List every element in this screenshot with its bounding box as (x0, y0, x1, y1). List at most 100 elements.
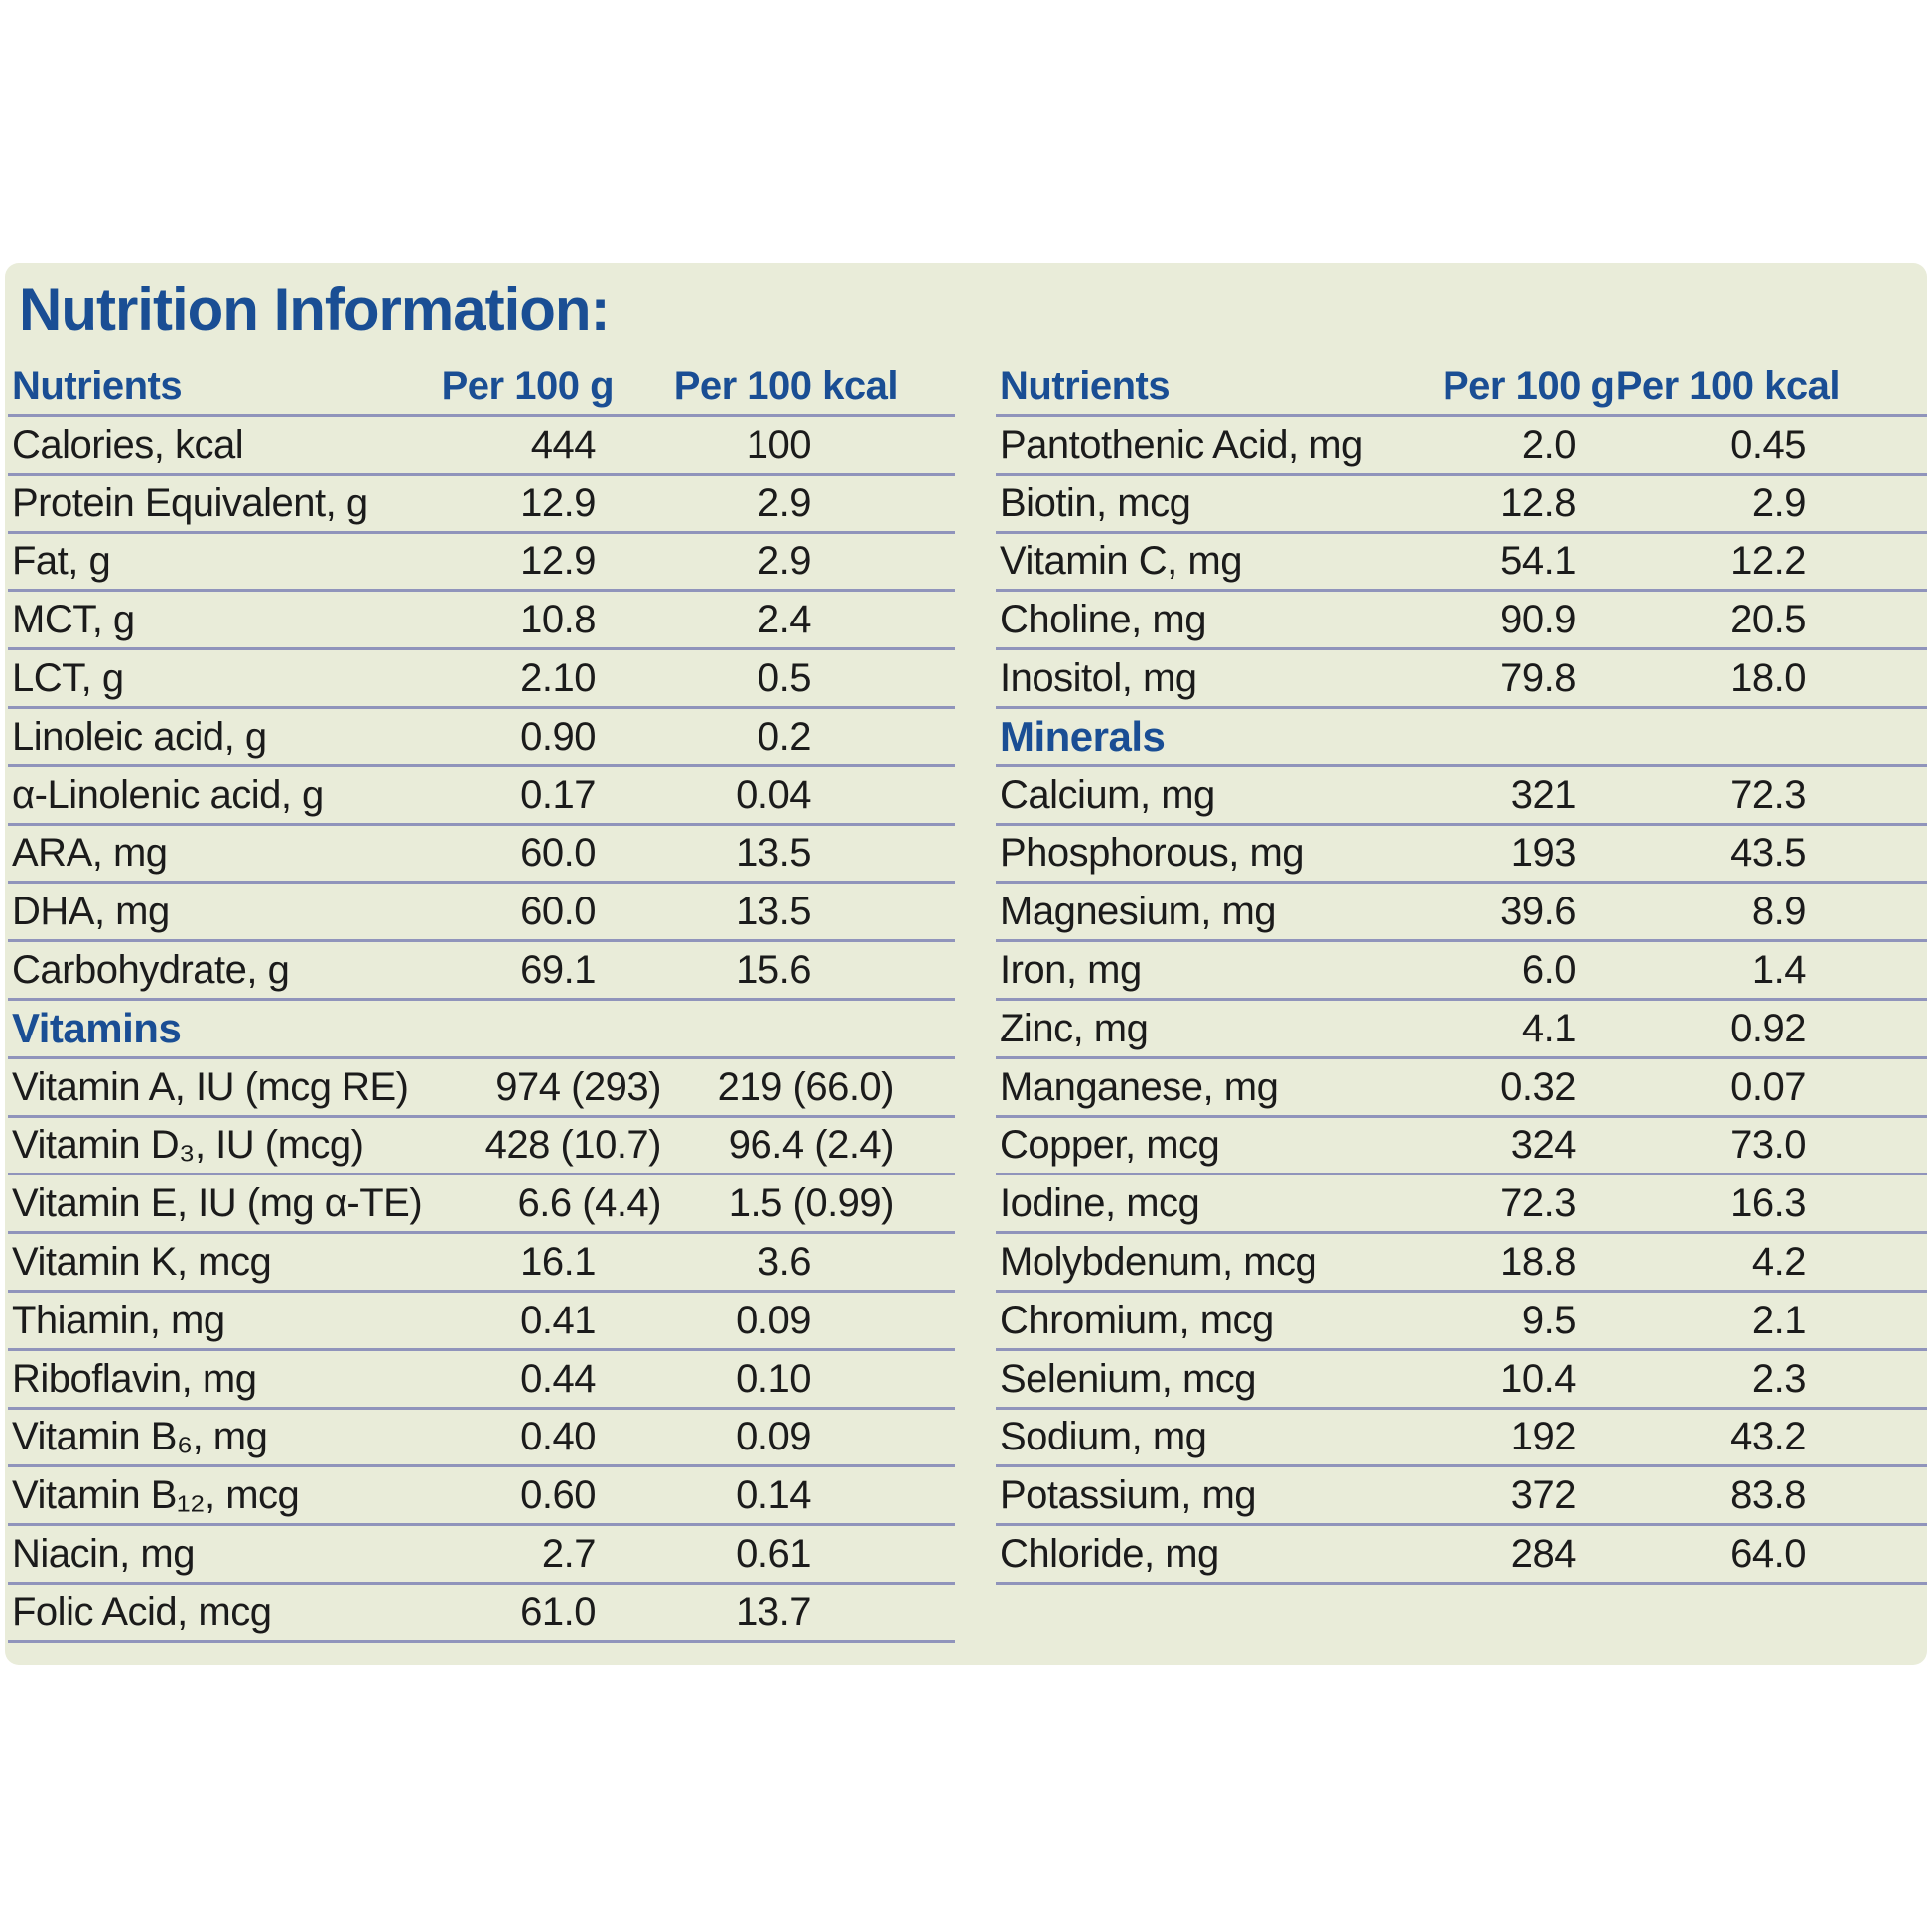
per-100kcal-value: 64.0 (1730, 1532, 1806, 1577)
col-header-nutrients: Nutrients (1000, 364, 1171, 408)
nutrient-label: Vitamin C, mg (1000, 539, 1242, 584)
per-100kcal-value: 0.92 (1730, 1006, 1806, 1050)
table-row: Chromium, mcg 9.5 2.1 (996, 1293, 1927, 1351)
table-row: Folic Acid, mcg 61.0 13.7 (8, 1585, 955, 1643)
table-row: Carbohydrate, g 69.1 15.6 (8, 942, 955, 1001)
nutrient-label: Zinc, mg (1000, 1006, 1149, 1050)
per-100g-value: 54.1 (1500, 539, 1576, 584)
per-100g-value: 974 (293) (495, 1064, 661, 1109)
nutrient-label: Vitamin B₆, mg (12, 1415, 268, 1459)
table-row: Niacin, mg 2.7 0.61 (8, 1526, 955, 1585)
table-row: Calories, kcal 444 100 (8, 417, 955, 476)
table-row: Molybdenum, mcg 18.8 4.2 (996, 1234, 1927, 1293)
col-header-per-100g: Per 100 g (441, 364, 615, 408)
table-row: Potassium, mg 372 83.8 (996, 1467, 1927, 1527)
per-100kcal-value: 12.2 (1730, 539, 1806, 584)
table-row: Magnesium, mg 39.6 8.9 (996, 884, 1927, 943)
per-100kcal-value: 0.14 (736, 1473, 811, 1518)
nutrient-label: DHA, mg (12, 890, 170, 934)
nutrient-label: Vitamin A, IU (mcg RE) (12, 1064, 409, 1109)
per-100kcal-value: 43.5 (1730, 831, 1806, 876)
nutrient-label: Riboflavin, mg (12, 1356, 257, 1401)
per-100g-value: 60.0 (520, 890, 596, 934)
per-100g-value: 0.41 (520, 1298, 596, 1342)
nutrient-label: Phosphorous, mg (1000, 831, 1305, 876)
per-100kcal-value: 13.5 (736, 831, 811, 876)
col-header-per-100g: Per 100 g (1443, 364, 1615, 408)
table-row: Inositol, mg 79.8 18.0 (996, 650, 1927, 709)
per-100g-value: 12.9 (520, 481, 596, 525)
nutrient-label: MCT, g (12, 598, 135, 642)
per-100kcal-value: 72.3 (1730, 772, 1806, 817)
table-row: Zinc, mg 4.1 0.92 (996, 1001, 1927, 1059)
table-row: Protein Equivalent, g 12.9 2.9 (8, 476, 955, 534)
per-100g-value: 321 (1510, 772, 1577, 817)
table-row: Vitamin C, mg 54.1 12.2 (996, 534, 1927, 593)
per-100kcal-value: 0.10 (736, 1356, 811, 1401)
table-row: Phosphorous, mg 193 43.5 (996, 826, 1927, 885)
nutrient-label: Chloride, mg (1000, 1532, 1219, 1577)
per-100g-value: 6.6 (4.4) (517, 1181, 662, 1226)
per-100g-value: 2.10 (520, 656, 596, 701)
per-100kcal-value: 0.45 (1730, 422, 1806, 467)
page-title: Nutrition Information: (19, 276, 611, 343)
table-row: Vitamin D₃, IU (mcg) 428 (10.7) 96.4 (2.… (8, 1118, 955, 1176)
table-row: Choline, mg 90.9 20.5 (996, 592, 1927, 651)
table-row: LCT, g 2.10 0.5 (8, 650, 955, 709)
per-100kcal-value: 0.09 (736, 1415, 811, 1459)
table-row: DHA, mg 60.0 13.5 (8, 884, 955, 943)
per-100kcal-value: 13.7 (736, 1589, 811, 1634)
per-100g-value: 0.60 (520, 1473, 596, 1518)
table-row: Manganese, mg 0.32 0.07 (996, 1059, 1927, 1118)
per-100g-value: 16.1 (520, 1240, 596, 1285)
nutrient-label: Copper, mcg (1000, 1123, 1220, 1168)
nutrient-label: Vitamin B₁₂, mcg (12, 1473, 300, 1518)
per-100g-value: 0.32 (1500, 1064, 1576, 1109)
per-100g-value: 2.0 (1521, 422, 1577, 467)
per-100kcal-value: 0.5 (757, 656, 812, 701)
table-row: Selenium, mcg 10.4 2.3 (996, 1351, 1927, 1410)
per-100g-value: 6.0 (1521, 948, 1577, 993)
per-100kcal-value: 2.9 (757, 539, 812, 584)
per-100g-value: 10.4 (1500, 1356, 1576, 1401)
per-100g-value: 18.8 (1500, 1240, 1576, 1285)
per-100kcal-value: 2.9 (757, 481, 812, 525)
nutrient-label: Linoleic acid, g (12, 714, 267, 759)
per-100kcal-value: 1.4 (1751, 948, 1807, 993)
nutrient-label: Calcium, mg (1000, 772, 1215, 817)
nutrient-label: ARA, mg (12, 831, 168, 876)
table-row: Thiamin, mg 0.41 0.09 (8, 1293, 955, 1351)
section-label: Vitamins (12, 1004, 182, 1051)
table-row: Vitamin A, IU (mcg RE) 974 (293) 219 (66… (8, 1059, 955, 1118)
per-100kcal-value: 8.9 (1751, 890, 1807, 934)
table-header-row: Nutrients Per 100 g Per 100 kcal (8, 349, 955, 417)
per-100g-value: 12.9 (520, 539, 596, 584)
per-100g-value: 72.3 (1500, 1181, 1576, 1226)
per-100g-value: 61.0 (520, 1589, 596, 1634)
per-100g-value: 0.90 (520, 714, 596, 759)
nutrient-label: Folic Acid, mcg (12, 1589, 272, 1634)
per-100kcal-value: 4.2 (1751, 1240, 1807, 1285)
nutrient-label: Fat, g (12, 539, 111, 584)
per-100g-value: 90.9 (1500, 598, 1576, 642)
nutrient-label: Niacin, mg (12, 1532, 195, 1577)
per-100g-value: 39.6 (1500, 890, 1576, 934)
per-100kcal-value: 18.0 (1730, 656, 1806, 701)
per-100kcal-value: 15.6 (736, 948, 811, 993)
per-100kcal-value: 3.6 (757, 1240, 812, 1285)
per-100kcal-value: 13.5 (736, 890, 811, 934)
table-row: Riboflavin, mg 0.44 0.10 (8, 1351, 955, 1410)
per-100kcal-value: 0.07 (1730, 1064, 1806, 1109)
table-row: Vitamin E, IU (mg α-TE) 6.6 (4.4) 1.5 (0… (8, 1175, 955, 1235)
per-100kcal-value: 0.04 (736, 772, 811, 817)
nutrient-label: Protein Equivalent, g (12, 481, 368, 525)
per-100kcal-value: 100 (746, 422, 812, 467)
nutrient-label: Vitamin K, mcg (12, 1240, 272, 1285)
per-100g-value: 4.1 (1521, 1006, 1577, 1050)
nutrient-label: Chromium, mcg (1000, 1298, 1274, 1342)
per-100g-value: 60.0 (520, 831, 596, 876)
per-100kcal-value: 2.4 (757, 598, 812, 642)
nutrient-label: Calories, kcal (12, 422, 244, 467)
per-100kcal-value: 2.3 (1751, 1356, 1807, 1401)
